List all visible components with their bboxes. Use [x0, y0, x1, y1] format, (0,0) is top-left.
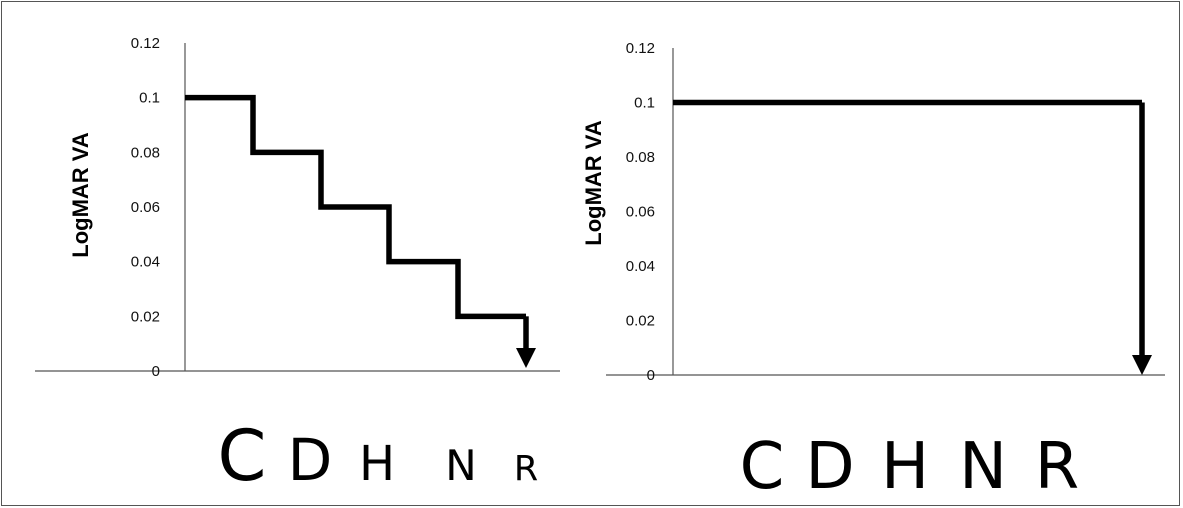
y-tick-label: 0.06 — [131, 199, 160, 216]
chart-right-flat: 0.12 0.1 0.08 0.06 0.04 0.02 0 LogMAR VA C D H N R — [581, 40, 1165, 504]
category-letter: C — [740, 430, 785, 504]
category-letter: H — [359, 436, 395, 492]
arrow-down-icon — [1132, 355, 1152, 375]
y-tick-label: 0 — [152, 363, 160, 380]
y-tick-label: 0 — [647, 367, 655, 384]
y-tick-label: 0.04 — [626, 258, 655, 275]
y-tick-label: 0.12 — [131, 35, 160, 52]
category-letter: N — [445, 441, 476, 490]
category-letter: R — [514, 449, 538, 489]
chart-left-stepwise: 0.12 0.1 0.08 0.06 0.04 0.02 0 LogMAR VA C D H N R — [35, 35, 560, 497]
y-axis-title: LogMAR VA — [68, 132, 93, 258]
arrow-down-icon — [516, 348, 536, 368]
category-letter: N — [959, 430, 1007, 504]
category-letter: R — [1035, 430, 1079, 504]
y-axis-title: LogMAR VA — [581, 120, 606, 246]
y-tick-label: 0.04 — [131, 254, 160, 271]
category-letter: D — [288, 426, 333, 494]
y-tick-label: 0.06 — [626, 204, 655, 221]
y-tick-label: 0.08 — [131, 144, 160, 161]
y-tick-label: 0.02 — [131, 308, 160, 325]
series-step-line — [185, 94, 526, 320]
category-letter: C — [218, 415, 267, 497]
y-tick-label: 0.12 — [626, 40, 655, 57]
y-tick-label: 0.08 — [626, 149, 655, 166]
y-tick-label: 0.1 — [139, 90, 160, 107]
y-tick-label: 0.1 — [634, 95, 655, 112]
category-letter: D — [805, 430, 854, 504]
y-tick-label: 0.02 — [626, 313, 655, 330]
category-letter: H — [881, 430, 929, 504]
